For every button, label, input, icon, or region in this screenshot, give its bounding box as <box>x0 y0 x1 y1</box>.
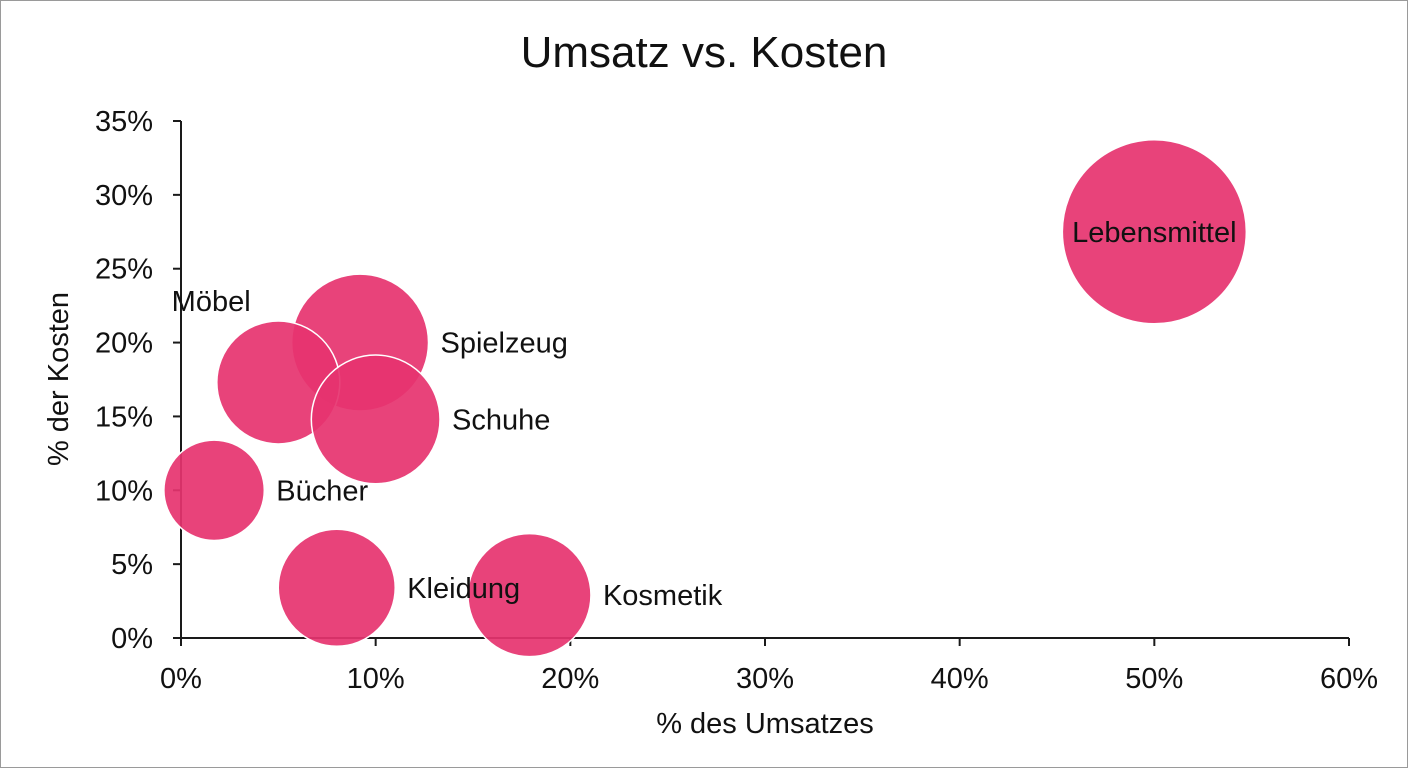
bubble-label: Kleidung <box>407 573 520 605</box>
bubble-label: Kosmetik <box>603 580 723 612</box>
x-tick-label: 20% <box>541 663 599 695</box>
y-tick-label: 15% <box>95 401 153 433</box>
x-tick-label: 40% <box>931 663 989 695</box>
bubble-label: Möbel <box>172 286 251 318</box>
y-tick-label: 0% <box>111 623 153 655</box>
bubble-label: Bücher <box>276 475 368 507</box>
bubble <box>1061 139 1248 325</box>
x-tick-label: 10% <box>347 663 405 695</box>
y-tick-label: 25% <box>95 254 153 286</box>
bubbles <box>163 139 1248 658</box>
x-tick-label: 50% <box>1125 663 1183 695</box>
bubble <box>163 439 266 542</box>
bubble-label: Spielzeug <box>441 328 568 360</box>
x-tick-label: 60% <box>1320 663 1378 695</box>
y-ticks: 0% 5% 10% 15% 20% 25% 30% 35% <box>95 106 181 655</box>
bubble <box>310 354 441 485</box>
x-tick-label: 0% <box>160 663 202 695</box>
bubble-label: Lebensmittel <box>1072 217 1236 249</box>
bubble <box>467 532 592 658</box>
y-tick-label: 35% <box>95 106 153 138</box>
y-axis-label: % der Kosten <box>43 292 75 466</box>
y-tick-label: 5% <box>111 549 153 581</box>
x-ticks: 0% 10% 20% 30% 40% 50% 60% <box>160 638 1378 695</box>
bubble-label: Schuhe <box>452 404 550 436</box>
x-tick-label: 30% <box>736 663 794 695</box>
y-tick-label: 20% <box>95 328 153 360</box>
bubble <box>277 528 396 648</box>
y-tick-label: 30% <box>95 180 153 212</box>
chart-title: Umsatz vs. Kosten <box>521 28 888 77</box>
x-axis-label: % des Umsatzes <box>656 708 874 740</box>
bubble-labels: Lebensmittel Spielzeug Möbel Schuhe Bücher Kl… <box>172 217 1237 612</box>
y-tick-label: 10% <box>95 475 153 507</box>
